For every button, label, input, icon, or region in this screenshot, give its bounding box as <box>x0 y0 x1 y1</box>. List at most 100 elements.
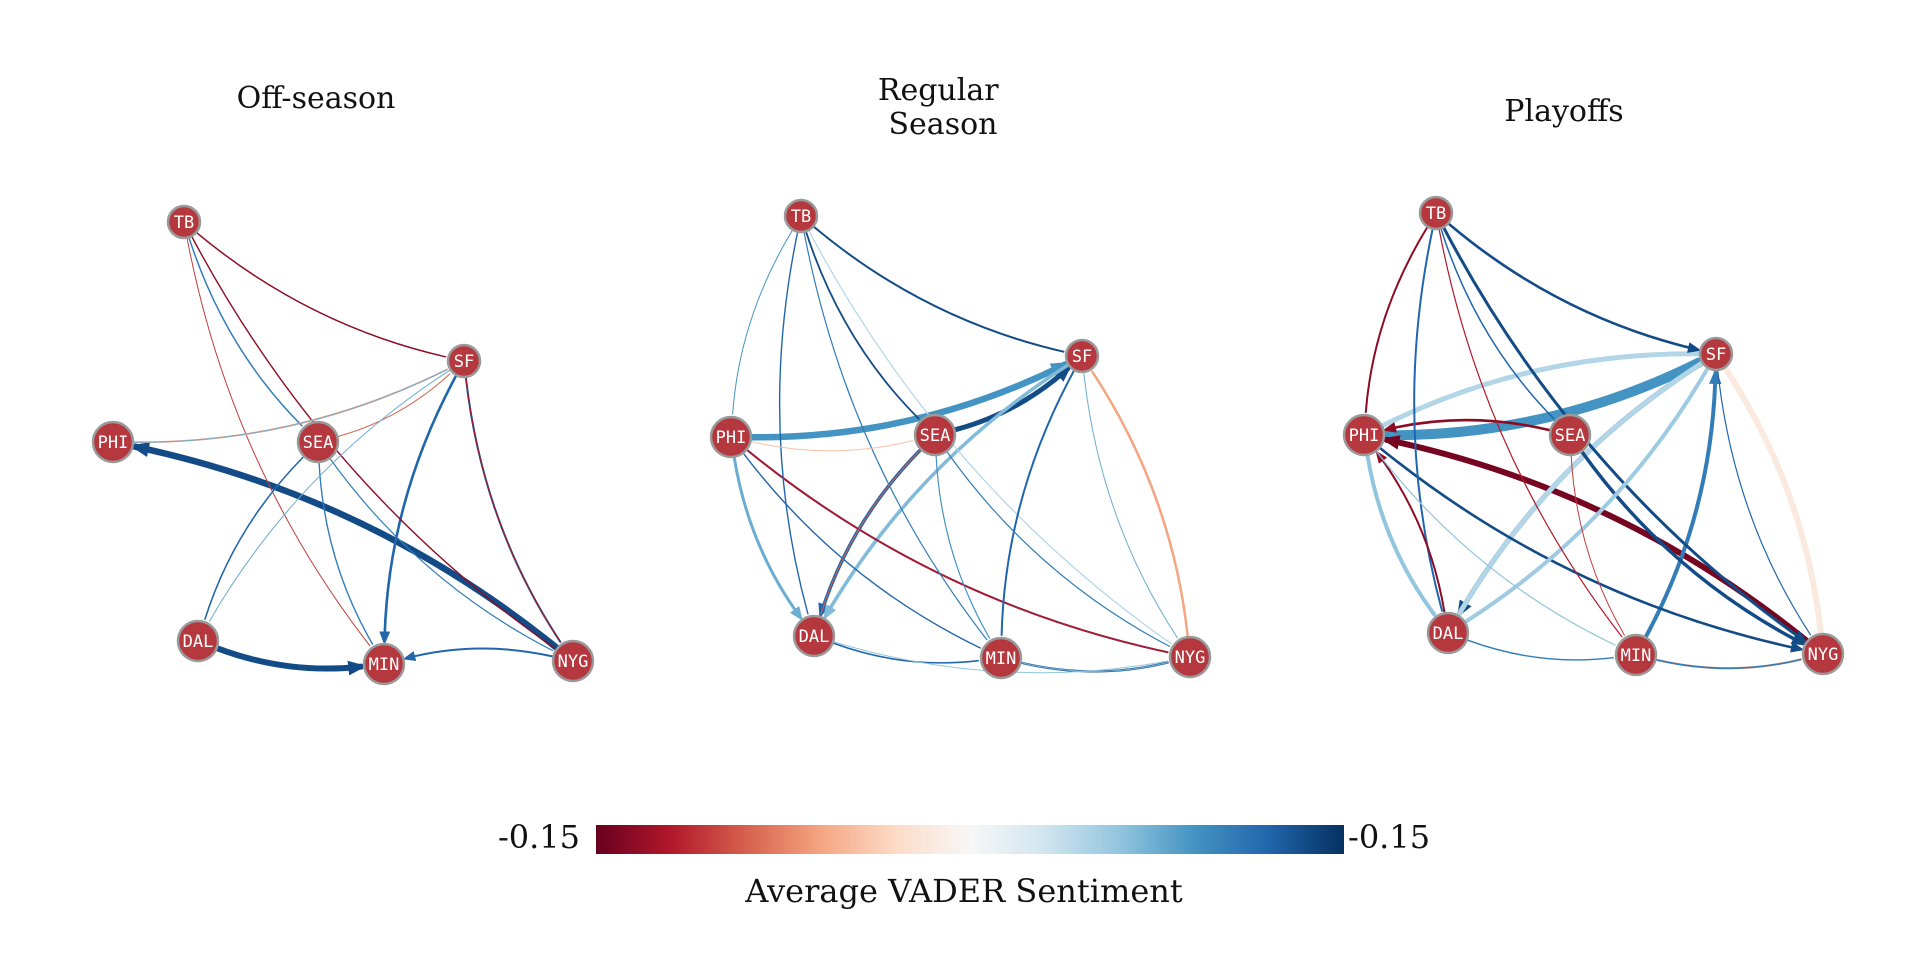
edge-dal-phi <box>1375 450 1446 614</box>
node-label: TB <box>791 207 811 227</box>
edge-sea-min <box>1570 455 1625 636</box>
colorbar <box>596 825 1344 854</box>
node-label: NYG <box>1175 648 1206 668</box>
edge-sf-min <box>1000 369 1075 636</box>
edge-phi-sf <box>133 369 448 443</box>
node-circle <box>91 420 135 464</box>
edge-sea-phi <box>1382 418 1551 433</box>
edge-nyg-phi <box>1381 435 1810 644</box>
node-nyg: NYG <box>1801 632 1845 676</box>
edge-sea-sf <box>952 365 1072 433</box>
node-label: DAL <box>799 627 830 647</box>
edge-dal-min <box>1467 639 1614 661</box>
node-circle <box>1801 632 1845 676</box>
panel-title-playoffs: Playoffs <box>1504 94 1623 129</box>
edge-nyg-min <box>402 647 554 662</box>
edge-tb-nyg <box>808 230 1172 645</box>
nodes-playoffs: TB SF PHI SEA DAL MIN NYG <box>1342 195 1845 677</box>
node-circle <box>176 619 220 663</box>
node-label: SF <box>1072 347 1092 367</box>
edge-nyg-sf <box>1091 370 1189 638</box>
edge-sf-dal <box>1457 360 1705 616</box>
colorbar-min-label: -0.15 <box>498 818 580 856</box>
edges-playoffs <box>1364 222 1824 670</box>
node-circle <box>979 636 1023 680</box>
edge-tb-phi <box>1364 226 1429 414</box>
edge-tb-sf <box>813 225 1065 353</box>
edge-sf-nyg <box>1717 370 1811 636</box>
edge-tb-sea <box>188 237 303 427</box>
edge-dal-min <box>214 645 367 676</box>
node-circle <box>1698 336 1734 372</box>
edge-nyg-sf <box>1723 366 1824 637</box>
edge-tb-nyg <box>1442 226 1808 644</box>
edge-sf-min <box>379 374 458 646</box>
panel-title-off-season: Off-season <box>237 81 396 116</box>
edge-phi-min <box>1376 451 1616 646</box>
edge-tb-dal <box>778 231 809 615</box>
edge-sea-min <box>318 462 374 645</box>
colorbar-legend: -0.15 -0.15 Average VADER Sentiment <box>498 818 1430 910</box>
node-circle <box>783 198 819 234</box>
node-circle <box>1548 413 1592 457</box>
node-min: MIN <box>362 642 406 686</box>
node-label: MIN <box>369 655 400 675</box>
node-circle <box>1342 413 1386 457</box>
node-circle <box>362 642 406 686</box>
node-circle <box>1064 338 1100 374</box>
node-dal: DAL <box>1426 611 1470 655</box>
edge-min-sf <box>1644 368 1722 639</box>
node-circle <box>551 639 595 683</box>
edges-regular-season <box>732 225 1189 674</box>
edge-sf-phi <box>1382 351 1702 428</box>
node-circle <box>166 204 202 240</box>
edge-tb-min <box>1438 229 1623 638</box>
edge-sea-nyg <box>946 451 1171 647</box>
edge-phi-dal <box>732 456 803 621</box>
nodes-off-season: TB SF PHI SEA DAL MIN NYG <box>91 204 595 686</box>
node-nyg: NYG <box>551 639 595 683</box>
node-label: NYG <box>1808 645 1839 665</box>
node-label: SEA <box>920 426 951 446</box>
edge-sea-nyg <box>1580 450 1807 646</box>
edge-sea-dal <box>818 448 923 619</box>
node-dal: DAL <box>792 614 836 658</box>
edge-phi-sf <box>133 368 448 444</box>
node-label: SEA <box>1555 426 1586 446</box>
node-phi: PHI <box>709 415 753 459</box>
edge-phi-sea <box>751 440 914 452</box>
edge-tb-sea <box>1440 228 1555 420</box>
edge-sea-nyg <box>329 458 554 652</box>
node-circle <box>913 413 957 457</box>
node-min: MIN <box>979 636 1023 680</box>
node-label: NYG <box>558 652 589 672</box>
node-label: SF <box>1706 345 1726 365</box>
edge-tb-phi <box>732 230 793 415</box>
node-circle <box>446 343 482 379</box>
nodes-regular-season: TB SF PHI SEA DAL MIN NYG <box>709 198 1212 680</box>
node-circle <box>709 415 753 459</box>
edge-phi-dal <box>1365 453 1437 617</box>
node-phi: PHI <box>91 420 135 464</box>
colorbar-title: Average VADER Sentiment <box>744 872 1183 910</box>
edge-sea-min <box>935 455 991 639</box>
edge-sf-dal <box>209 369 451 622</box>
node-circle <box>1418 195 1454 231</box>
edge-nyg-phi <box>129 442 560 652</box>
node-min: MIN <box>1614 633 1658 677</box>
node-dal: DAL <box>176 619 220 663</box>
edge-sf-nyg <box>465 377 561 643</box>
edge-sea-dal <box>820 449 921 615</box>
node-sea: SEA <box>913 413 957 457</box>
node-label: SF <box>454 352 474 372</box>
node-phi: PHI <box>1342 413 1386 457</box>
edge-dal-min <box>832 642 979 664</box>
edge-dal-sf <box>1463 368 1709 624</box>
edge-tb-nyg <box>191 236 555 649</box>
node-label: TB <box>1426 204 1446 224</box>
node-circle <box>296 420 340 464</box>
node-circle <box>1426 611 1470 655</box>
node-tb: TB <box>783 198 819 234</box>
panel-off-season: Off-season TB SF PHI SEA DAL MIN NYG <box>91 81 595 686</box>
panel-playoffs: Playoffs TB SF PHI SEA DAL MIN NYG <box>1342 94 1845 677</box>
